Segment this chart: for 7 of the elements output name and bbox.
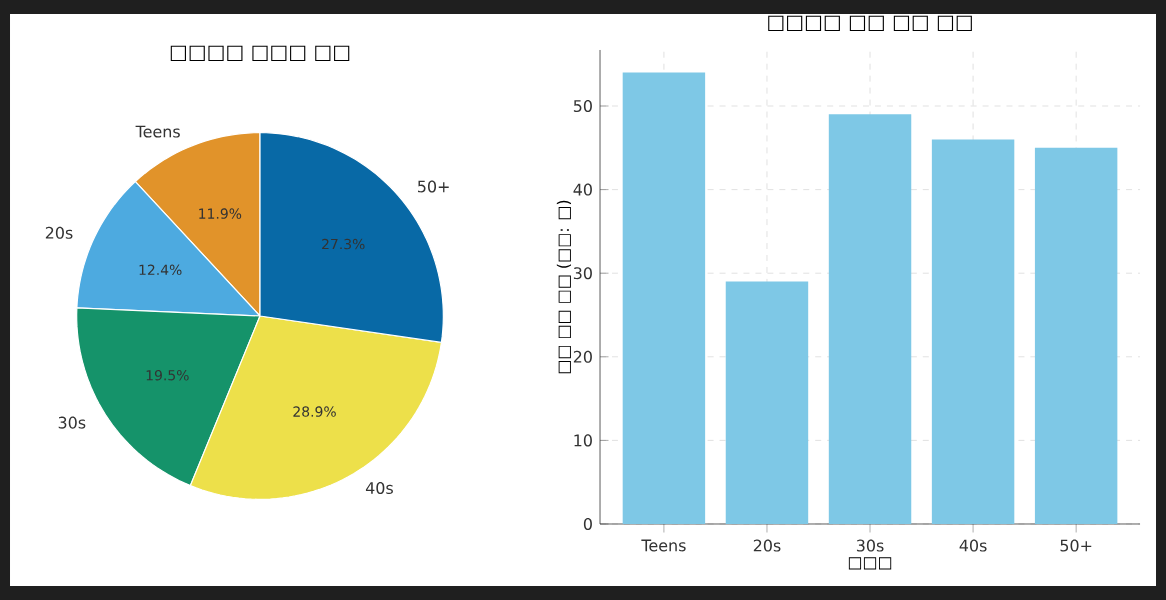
bar	[931, 139, 1015, 524]
chart-title: □□□□ □□□ □□	[170, 45, 350, 62]
bar	[1034, 147, 1118, 524]
bar	[828, 114, 912, 524]
bar	[622, 72, 706, 524]
bar	[725, 281, 809, 524]
chart-title: □□□□ □□ □□ □□	[768, 15, 972, 32]
